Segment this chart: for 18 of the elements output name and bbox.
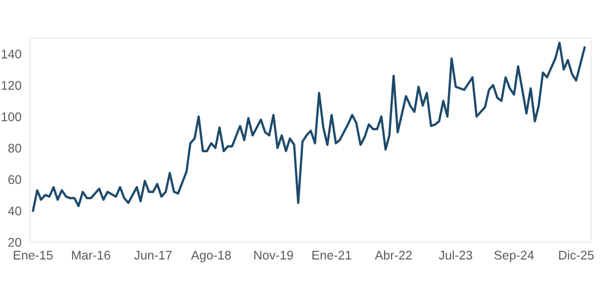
y-tick-label: 120 xyxy=(2,80,22,90)
x-tick-label: Abr-22 xyxy=(374,250,412,260)
y-tick-label: 20 xyxy=(8,238,22,247)
y-tick-label: 100 xyxy=(2,112,22,122)
y-tick-label: 40 xyxy=(8,206,22,216)
x-tick-label: Ene-21 xyxy=(312,250,352,260)
x-tick-label: Mar-16 xyxy=(72,250,110,260)
x-tick-label: Sep-24 xyxy=(494,250,534,262)
x-tick-label: Dic-25 xyxy=(559,250,594,260)
y-tick-label: 80 xyxy=(8,144,22,153)
x-tick-label: Jun-17 xyxy=(134,250,172,260)
x-tick-label: Ene-15 xyxy=(14,250,53,260)
x-tick-label: Nov-19 xyxy=(254,250,293,260)
line-series xyxy=(32,42,586,212)
x-tick-label: Jul-23 xyxy=(438,250,472,260)
y-tick-label: 140 xyxy=(2,50,22,58)
x-tick-label: Ago-18 xyxy=(191,250,231,262)
y-tick-label: 60 xyxy=(8,175,22,184)
